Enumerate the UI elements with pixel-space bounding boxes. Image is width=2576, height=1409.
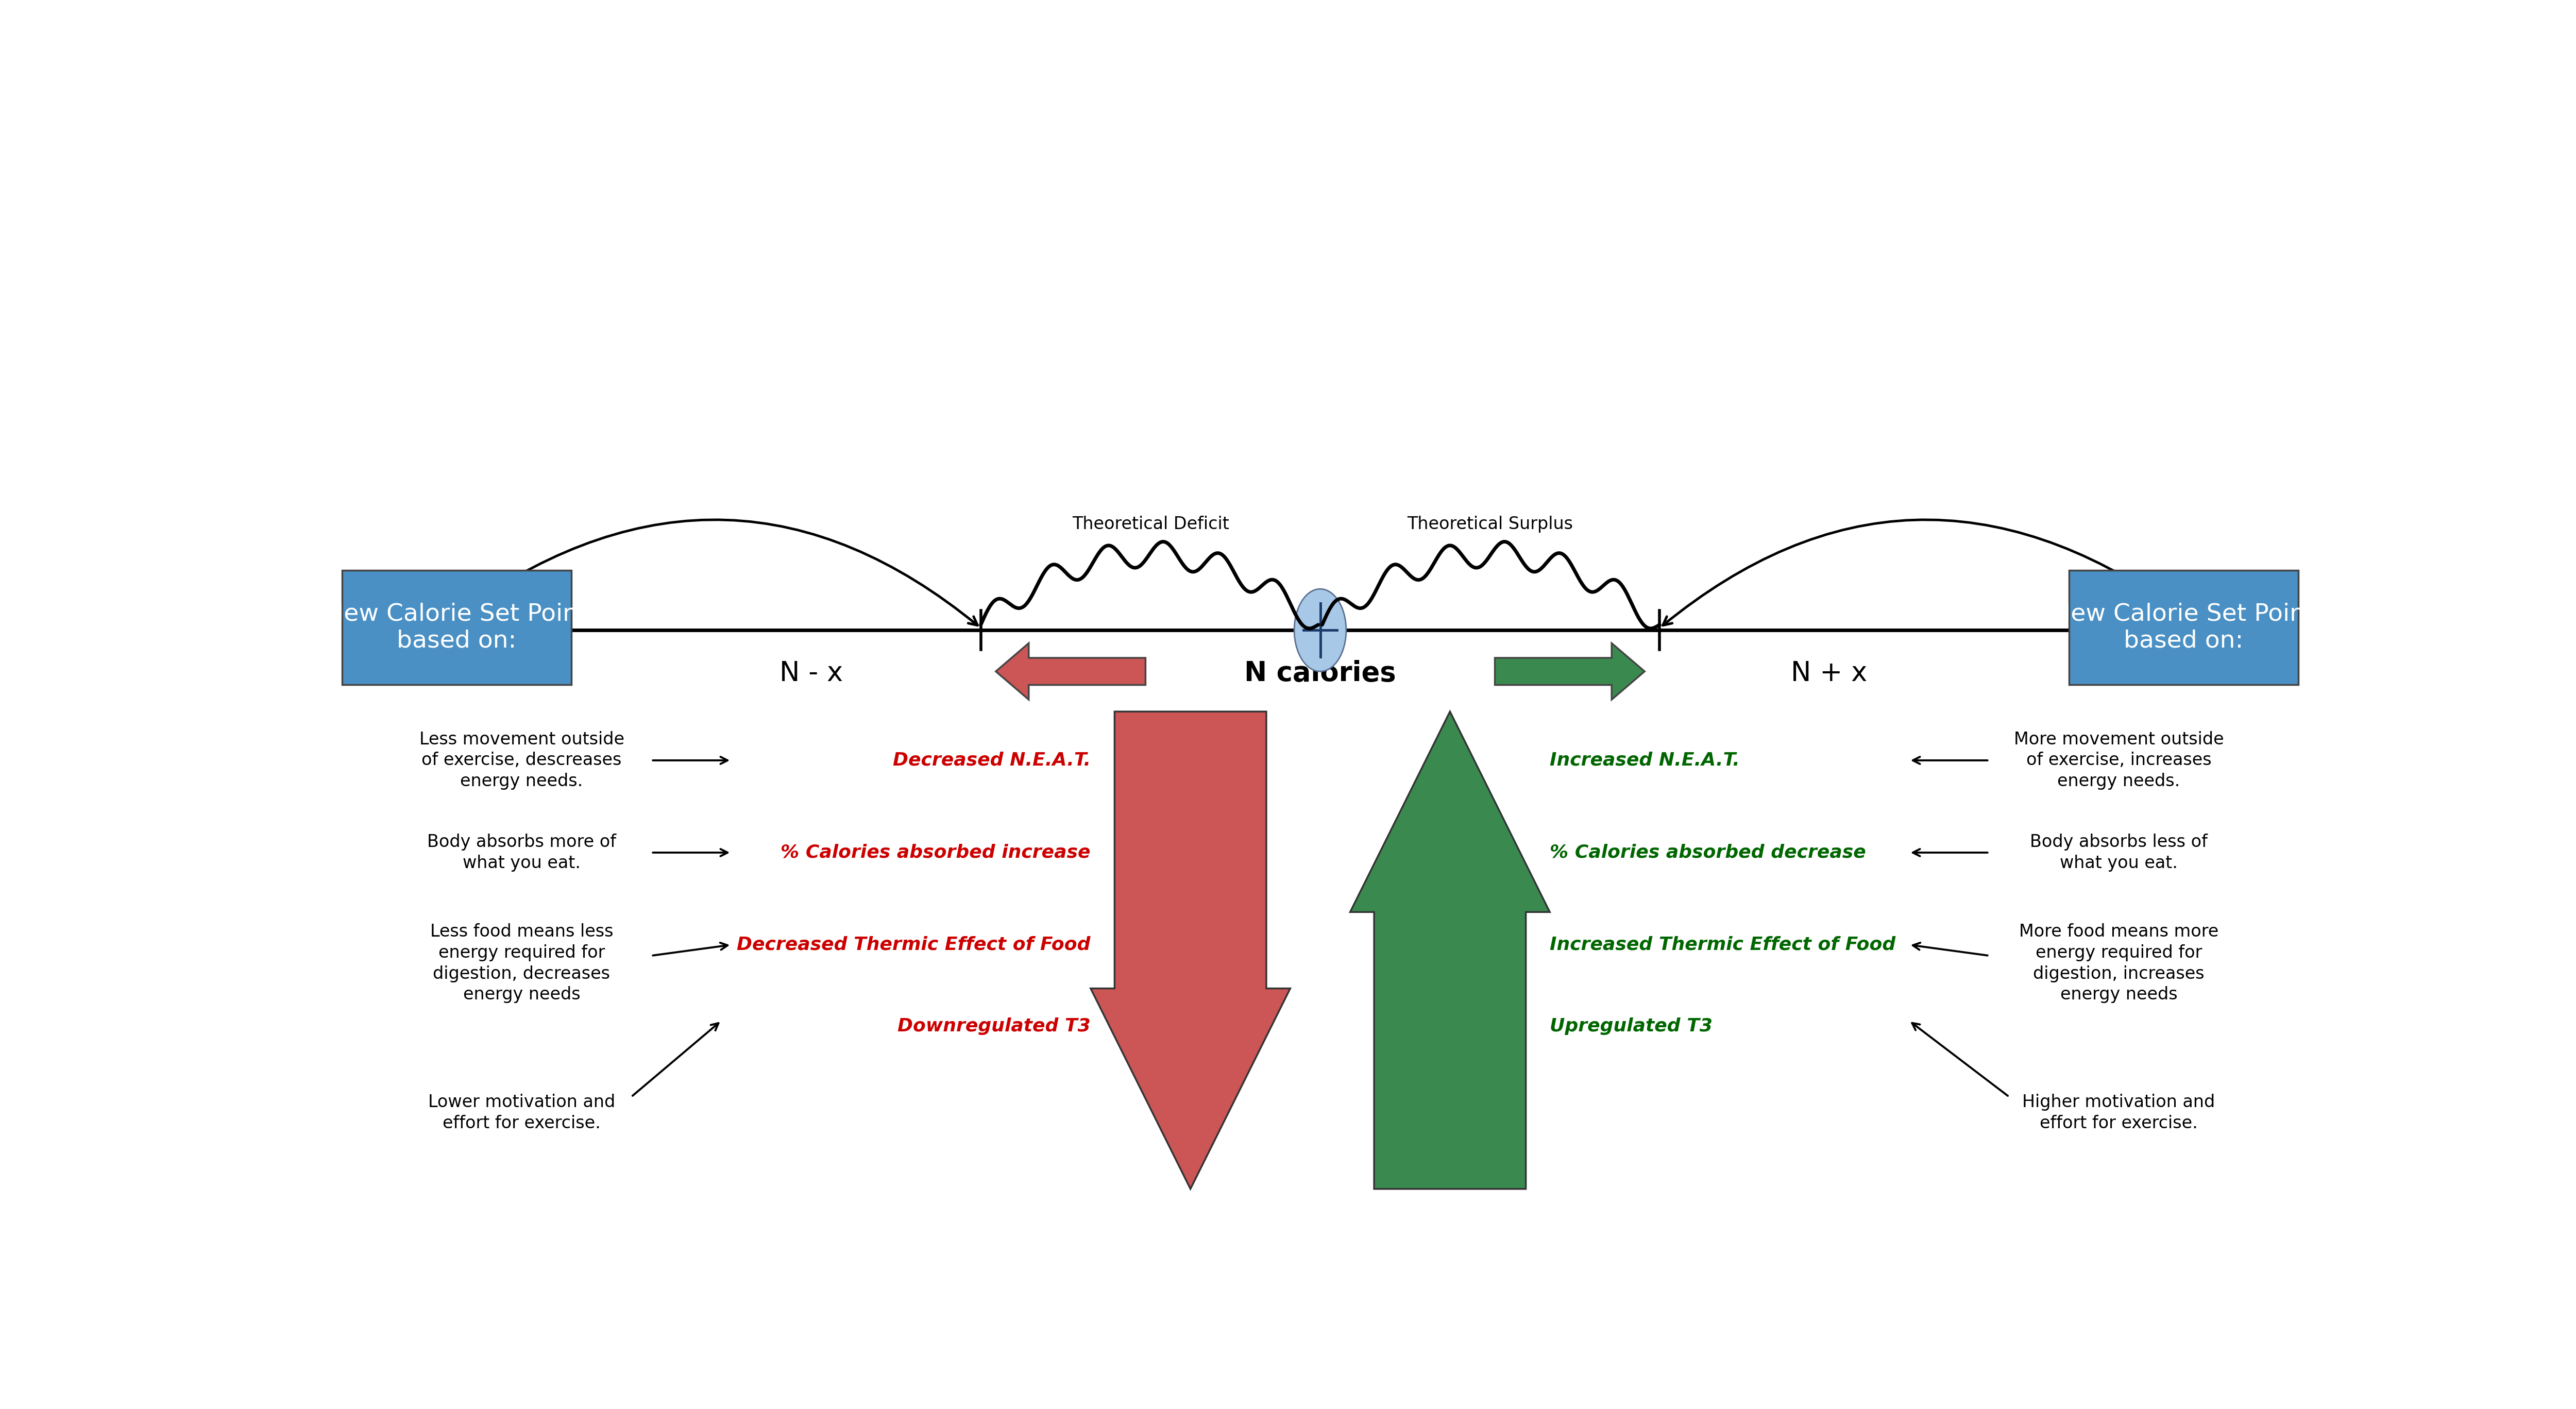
Text: Downregulated T3: Downregulated T3: [896, 1017, 1090, 1036]
Text: Increased N.E.A.T.: Increased N.E.A.T.: [1551, 751, 1739, 769]
Text: Theoretical Surplus: Theoretical Surplus: [1406, 516, 1574, 533]
Polygon shape: [997, 643, 1146, 700]
Text: Higher motivation and
effort for exercise.: Higher motivation and effort for exercis…: [2022, 1093, 2215, 1131]
Ellipse shape: [1293, 589, 1347, 672]
Text: Decreased Thermic Effect of Food: Decreased Thermic Effect of Food: [737, 936, 1090, 954]
Text: More movement outside
of exercise, increases
energy needs.: More movement outside of exercise, incre…: [2014, 731, 2223, 790]
Polygon shape: [1350, 712, 1551, 1189]
Text: Decreased N.E.A.T.: Decreased N.E.A.T.: [894, 751, 1090, 769]
Text: N + x: N + x: [1790, 661, 1868, 688]
Text: Less movement outside
of exercise, descreases
energy needs.: Less movement outside of exercise, descr…: [420, 731, 623, 790]
FancyBboxPatch shape: [2069, 571, 2298, 685]
Text: More food means more
energy required for
digestion, increases
energy needs: More food means more energy required for…: [2020, 923, 2218, 1003]
Text: N - x: N - x: [781, 661, 842, 688]
Polygon shape: [1494, 643, 1643, 700]
Text: Body absorbs more of
what you eat.: Body absorbs more of what you eat.: [428, 834, 616, 872]
Text: Theoretical Deficit: Theoretical Deficit: [1072, 516, 1229, 533]
Text: Lower motivation and
effort for exercise.: Lower motivation and effort for exercise…: [428, 1093, 616, 1131]
Text: New Calorie Set Point
based on:: New Calorie Set Point based on:: [325, 603, 587, 652]
Text: New Calorie Set Point
based on:: New Calorie Set Point based on:: [2053, 603, 2316, 652]
Text: % Calories absorbed increase: % Calories absorbed increase: [781, 844, 1090, 861]
Polygon shape: [1090, 712, 1291, 1189]
FancyBboxPatch shape: [343, 571, 572, 685]
Text: Less food means less
energy required for
digestion, decreases
energy needs: Less food means less energy required for…: [430, 923, 613, 1003]
Text: % Calories absorbed decrease: % Calories absorbed decrease: [1551, 844, 1865, 861]
Text: N calories: N calories: [1244, 661, 1396, 688]
Text: Upregulated T3: Upregulated T3: [1551, 1017, 1713, 1036]
Text: Body absorbs less of
what you eat.: Body absorbs less of what you eat.: [2030, 834, 2208, 872]
Text: Increased Thermic Effect of Food: Increased Thermic Effect of Food: [1551, 936, 1896, 954]
